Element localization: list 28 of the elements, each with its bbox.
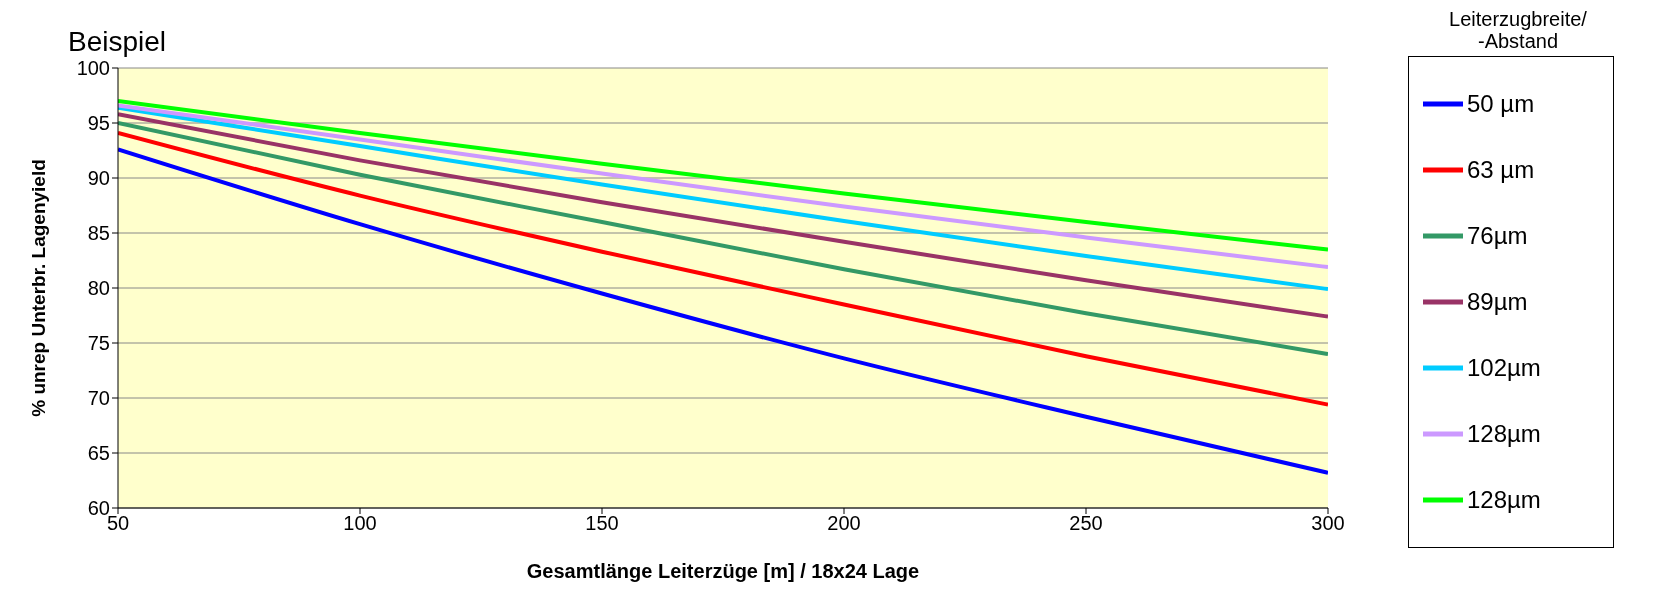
x-tick-label: 150 <box>585 512 619 535</box>
x-tick-label: 300 <box>1311 512 1345 535</box>
legend-label: 76µm <box>1467 222 1528 250</box>
legend-label: 128µm <box>1467 420 1541 448</box>
y-tick-label: 85 <box>87 222 110 245</box>
x-tick-label: 250 <box>1069 512 1103 535</box>
line-series <box>118 121 1328 356</box>
y-tick-label: 90 <box>87 167 110 190</box>
y-tick-label: 95 <box>87 112 110 135</box>
x-axis-title: Gesamtlänge Leiterzüge [m] / 18x24 Lage <box>526 560 920 582</box>
y-tick-label: 100 <box>76 57 110 80</box>
legend-label: 63 µm <box>1467 156 1535 184</box>
legend-label: 128µm <box>1467 486 1541 514</box>
x-tick-label: 200 <box>827 512 861 535</box>
legend-label: 50 µm <box>1467 90 1535 118</box>
line-series <box>118 112 1328 319</box>
chart-title: Beispiel <box>68 26 167 58</box>
y-axis-title: % unrep Unterbr. Lagenyield <box>27 159 49 417</box>
y-tick-label: 75 <box>87 332 110 355</box>
line-series <box>118 147 1328 475</box>
legend-title: Leiterzugbreite/ -Abstand <box>1448 8 1588 54</box>
line-series <box>118 130 1328 407</box>
legend-label: 89µm <box>1467 288 1528 316</box>
y-tick-label: 65 <box>87 442 110 465</box>
y-tick-label: 80 <box>87 277 110 300</box>
legend-label: 102µm <box>1467 354 1541 382</box>
x-tick-label: 100 <box>343 512 377 535</box>
y-tick-label: 70 <box>87 387 110 410</box>
